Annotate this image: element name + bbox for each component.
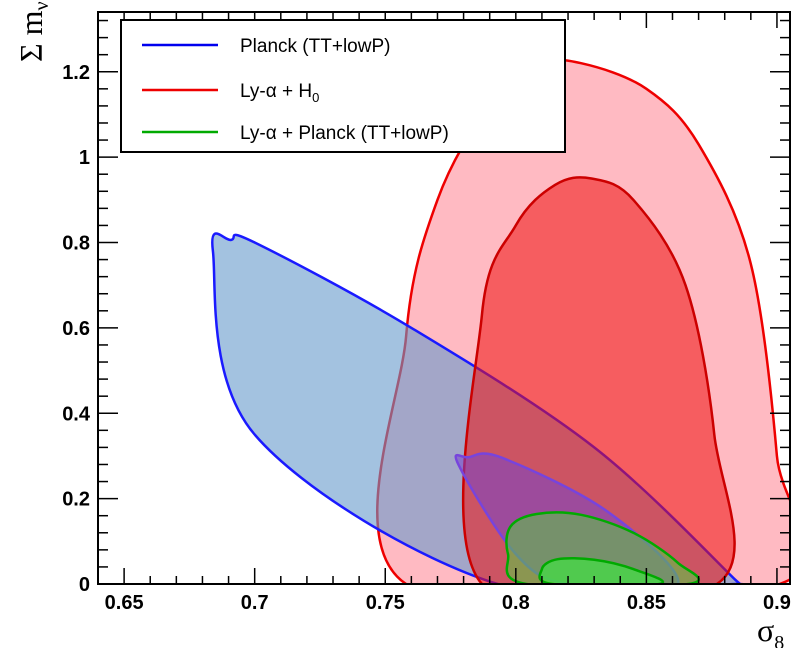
x-axis-title: σ8: [757, 612, 784, 648]
y-tick-label: 0.2: [62, 489, 90, 511]
y-tick-label: 0.6: [62, 318, 90, 340]
y-tick-label: 0.4: [62, 403, 91, 425]
x-tick-label: 0.85: [627, 592, 666, 614]
y-tick-label: 1: [79, 147, 90, 169]
legend-label-lya-planck: Ly-α + Planck (TT+lowP): [240, 123, 449, 144]
y-tick-label: 0: [79, 574, 90, 596]
plot-frame: [97, 11, 791, 585]
x-tick-label: 0.75: [366, 592, 405, 614]
legend-box: [120, 19, 566, 153]
legend-label-planck: Planck (TT+lowP): [240, 36, 390, 57]
contour-ly-planck-tt-lowp-68: [538, 557, 664, 584]
legend: Planck (TT+lowP) Ly-α + H0 Ly-α + Planck…: [120, 19, 566, 153]
legend-label-lya-h0-sub: 0: [312, 90, 319, 105]
contour-layer: [211, 58, 790, 584]
x-axis-title-sub: 8: [774, 632, 784, 648]
x-tick-label: 0.8: [502, 592, 530, 614]
y-tick-label: 0.8: [62, 233, 90, 255]
y-tick-label: 1.2: [62, 62, 90, 84]
axis-ticks: 0.65 0.7 0.75 0.8 0.85 0.9 0 0.2 0.4 0.6 0.8 1 1.2: [62, 12, 791, 614]
y-axis-title: Σ mν: [13, 1, 53, 62]
legend-label-lya-h0: Ly-α + H0: [240, 81, 319, 105]
x-tick-label: 0.7: [241, 592, 269, 614]
x-tick-label: 0.9: [763, 592, 791, 614]
x-tick-label: 0.65: [105, 592, 144, 614]
y-axis-title-sub: ν: [31, 1, 53, 10]
